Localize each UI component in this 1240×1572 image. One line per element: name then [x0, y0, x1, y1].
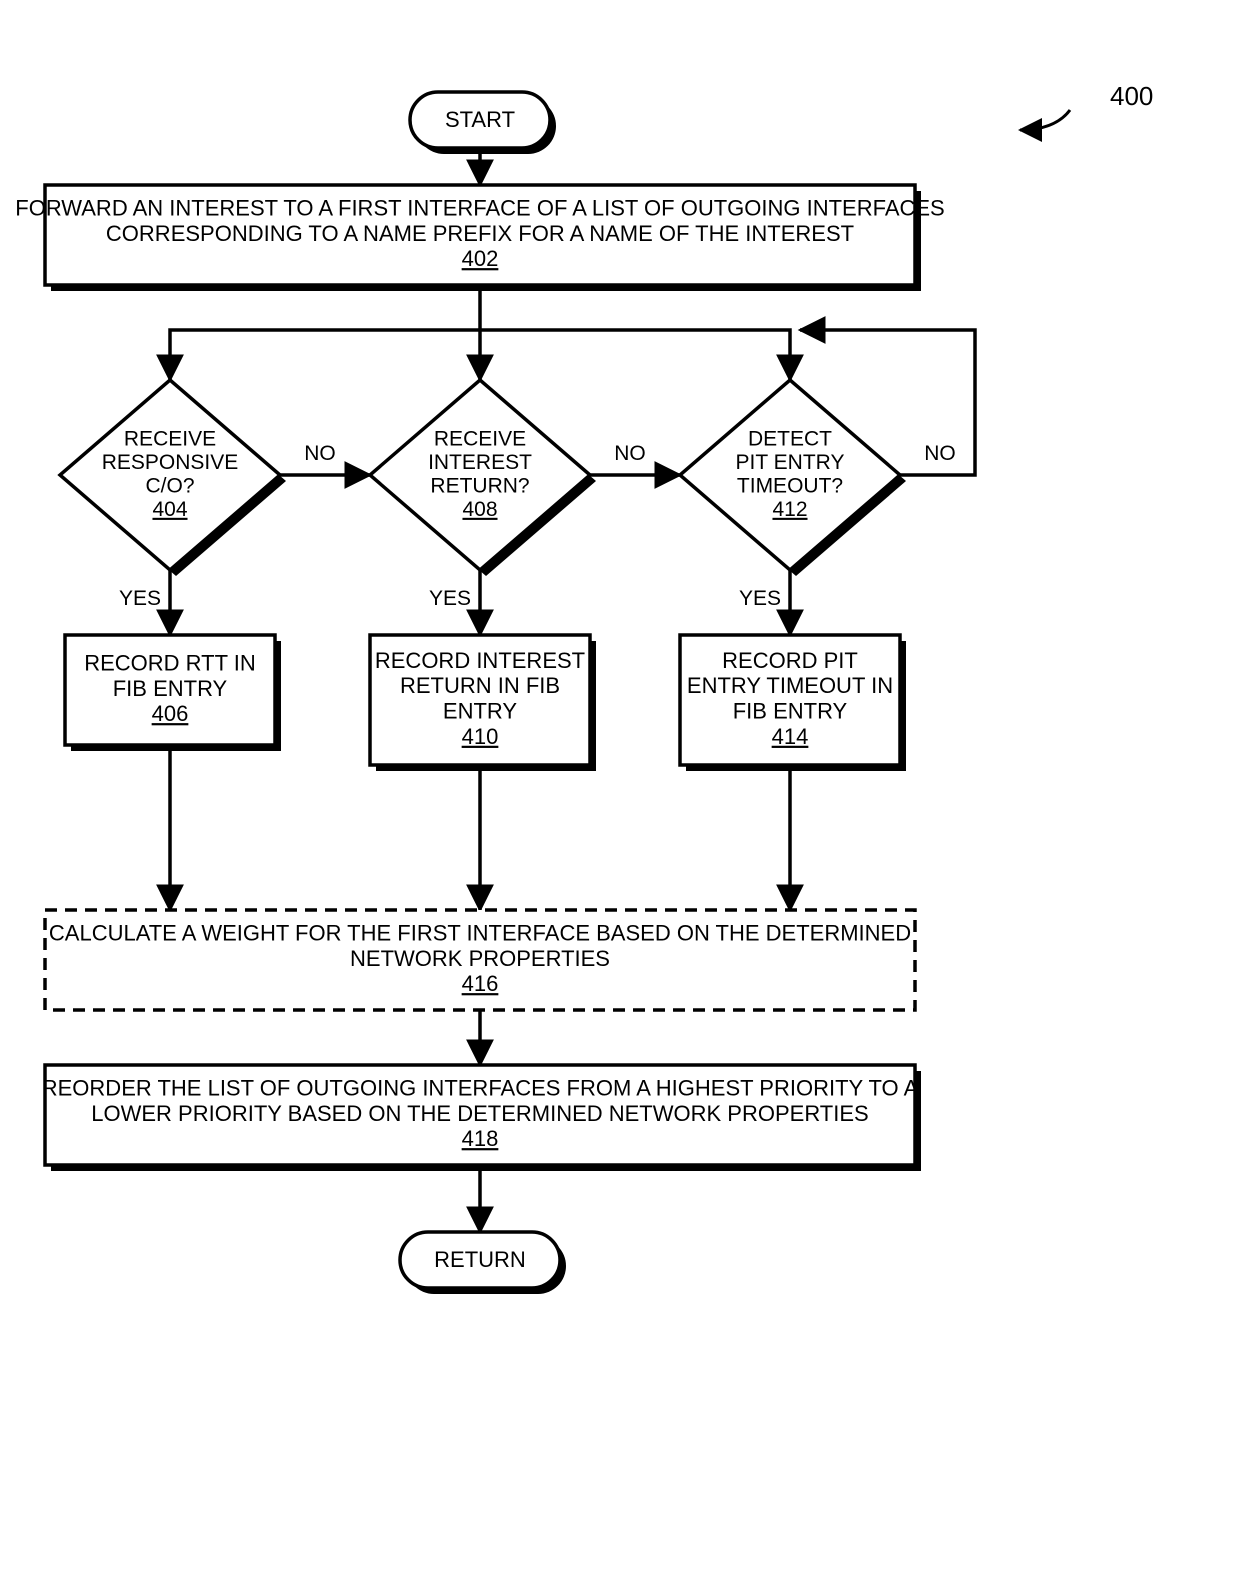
svg-text:RECORD PIT: RECORD PIT [722, 648, 858, 673]
svg-text:ENTRY TIMEOUT IN: ENTRY TIMEOUT IN [687, 673, 893, 698]
svg-text:414: 414 [772, 724, 809, 749]
process-416: CALCULATE A WEIGHT FOR THE FIRST INTERFA… [45, 910, 915, 1010]
edge-label-e_412_yes: YES [739, 587, 781, 610]
svg-text:FIB ENTRY: FIB ENTRY [733, 698, 848, 723]
svg-text:START: START [445, 107, 515, 132]
svg-text:RECORD INTEREST: RECORD INTEREST [375, 648, 585, 673]
process-402: FORWARD AN INTEREST TO A FIRST INTERFACE… [15, 185, 944, 291]
svg-text:CORRESPONDING TO A NAME PREFIX: CORRESPONDING TO A NAME PREFIX FOR A NAM… [106, 221, 854, 246]
svg-text:416: 416 [462, 971, 499, 996]
edge-label-e_404_no: NO [304, 442, 336, 465]
svg-text:412: 412 [772, 498, 807, 521]
svg-text:402: 402 [462, 246, 499, 271]
svg-text:CALCULATE A WEIGHT FOR THE FIR: CALCULATE A WEIGHT FOR THE FIRST INTERFA… [49, 921, 911, 946]
svg-text:404: 404 [152, 498, 187, 521]
svg-text:RECEIVE: RECEIVE [434, 427, 526, 450]
decision-404: RECEIVERESPONSIVEC/O?404 [60, 380, 286, 576]
svg-text:LOWER PRIORITY BASED ON THE DE: LOWER PRIORITY BASED ON THE DETERMINED N… [91, 1101, 868, 1126]
svg-text:DETECT: DETECT [748, 427, 832, 450]
edge-e_branch_l [170, 330, 480, 380]
edge-label-e_408_no: NO [614, 442, 646, 465]
svg-text:RETURN?: RETURN? [430, 474, 529, 497]
svg-text:RECEIVE: RECEIVE [124, 427, 216, 450]
svg-text:RETURN: RETURN [434, 1247, 526, 1272]
process-414: RECORD PITENTRY TIMEOUT INFIB ENTRY414 [680, 635, 906, 771]
svg-text:FIB ENTRY: FIB ENTRY [113, 676, 228, 701]
svg-text:RETURN IN FIB: RETURN IN FIB [400, 673, 560, 698]
edge-label-e_412_no: NO [924, 442, 956, 465]
svg-text:FORWARD AN INTEREST TO A FIRST: FORWARD AN INTEREST TO A FIRST INTERFACE… [15, 196, 944, 221]
svg-text:TIMEOUT?: TIMEOUT? [737, 474, 843, 497]
svg-text:RECORD RTT IN: RECORD RTT IN [84, 651, 256, 676]
decision-408: RECEIVEINTERESTRETURN?408 [370, 380, 596, 576]
edge-label-e_404_yes: YES [119, 587, 161, 610]
terminator-return: RETURN [400, 1232, 566, 1294]
svg-text:INTEREST: INTEREST [428, 451, 532, 474]
figure-ref: 400 [1020, 81, 1153, 130]
process-410: RECORD INTERESTRETURN IN FIBENTRY410 [370, 635, 596, 771]
svg-text:REORDER THE LIST OF OUTGOING I: REORDER THE LIST OF OUTGOING INTERFACES … [42, 1076, 919, 1101]
svg-text:NETWORK PROPERTIES: NETWORK PROPERTIES [350, 946, 610, 971]
svg-text:400: 400 [1110, 81, 1153, 111]
svg-text:RESPONSIVE: RESPONSIVE [102, 451, 239, 474]
edge-e_branch_r [480, 330, 790, 380]
edge-label-e_408_yes: YES [429, 587, 471, 610]
svg-text:406: 406 [152, 701, 189, 726]
svg-text:PIT ENTRY: PIT ENTRY [736, 451, 845, 474]
decision-412: DETECTPIT ENTRYTIMEOUT?412 [680, 380, 906, 576]
process-406: RECORD RTT INFIB ENTRY406 [65, 635, 281, 751]
svg-text:408: 408 [462, 498, 497, 521]
svg-text:ENTRY: ENTRY [443, 698, 517, 723]
process-418: REORDER THE LIST OF OUTGOING INTERFACES … [42, 1065, 921, 1171]
svg-text:C/O?: C/O? [145, 474, 194, 497]
svg-text:410: 410 [462, 724, 499, 749]
svg-text:418: 418 [462, 1126, 499, 1151]
terminator-start: START [410, 92, 556, 154]
